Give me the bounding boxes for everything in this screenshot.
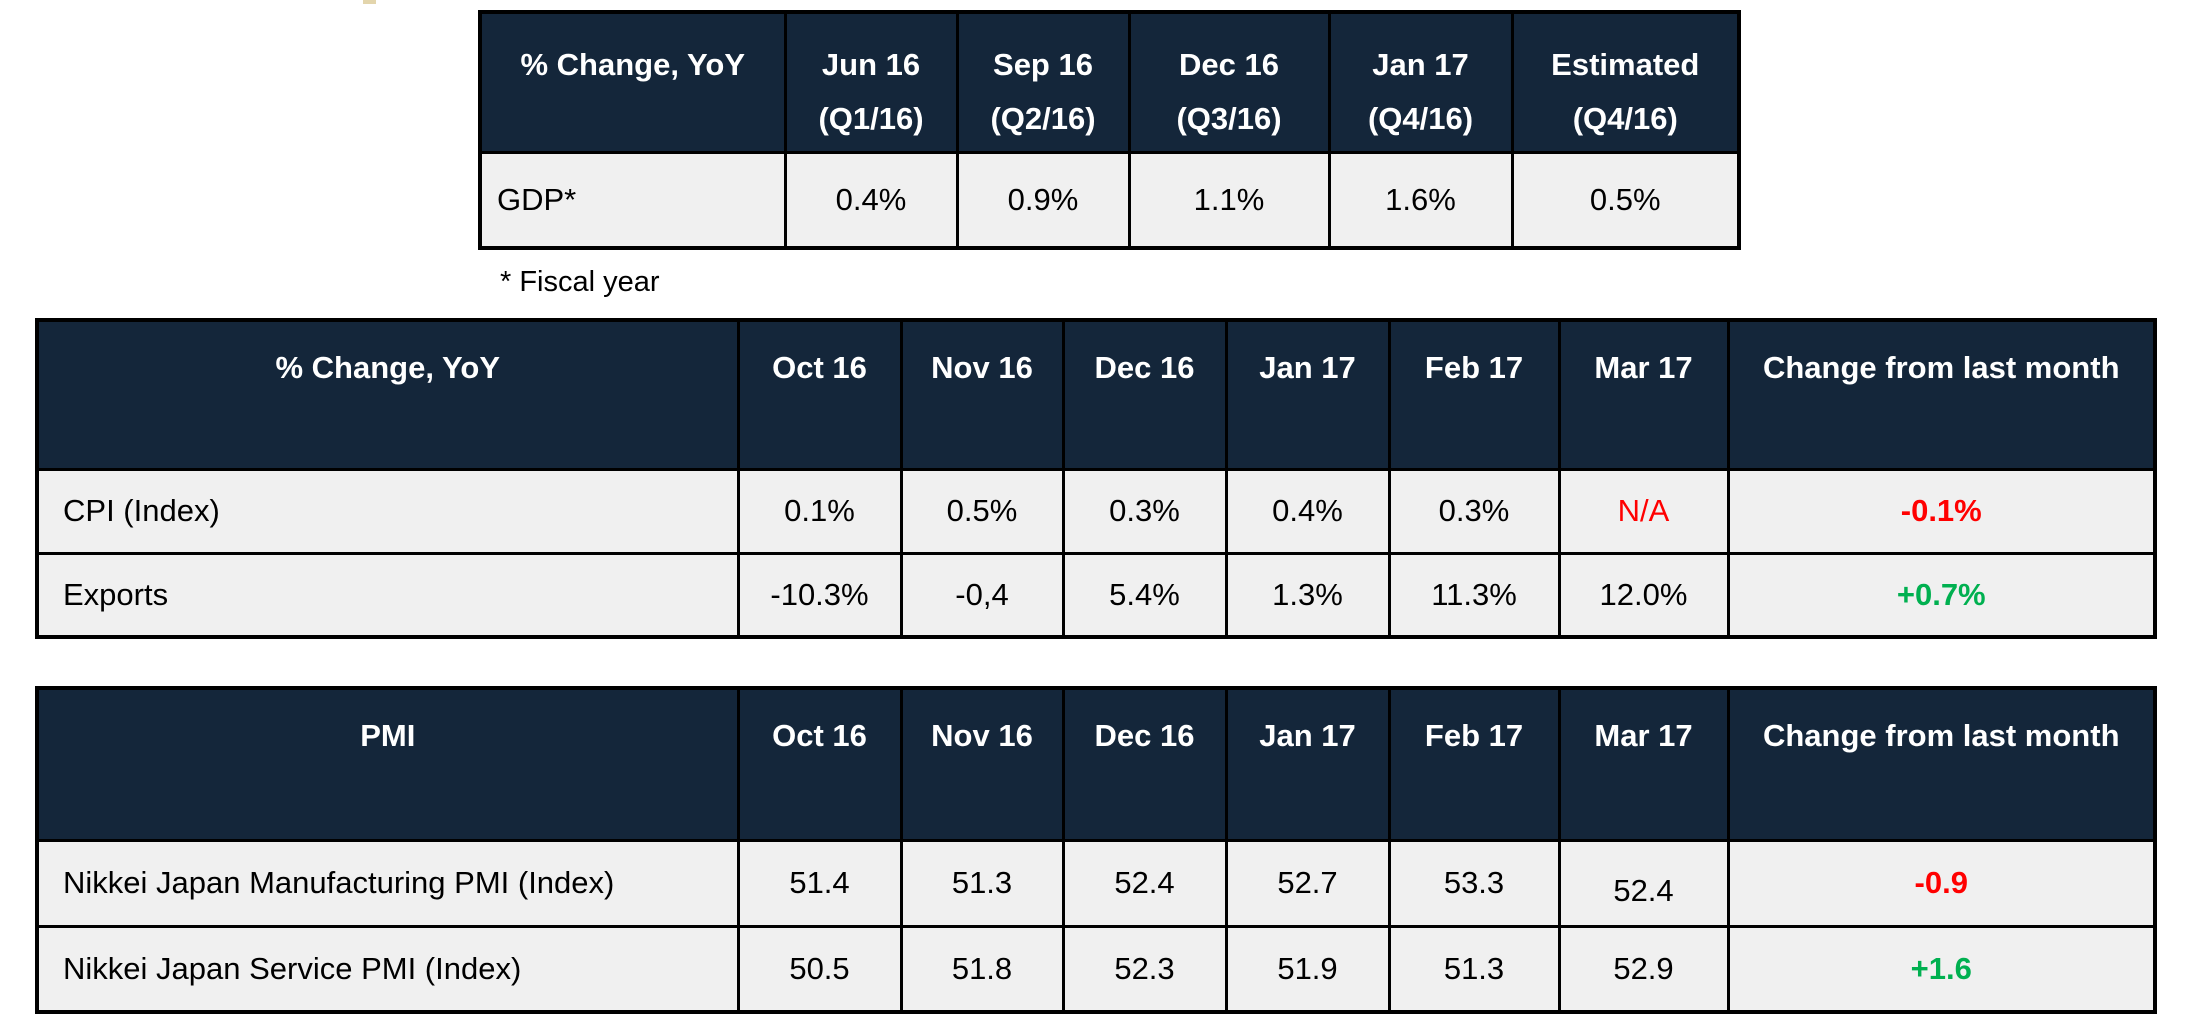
- gdp-col-header-sep16: Sep 16 (Q2/16): [955, 10, 1131, 154]
- table-row: Exports -10.3% -0,4 5.4% 1.3% 11.3% 12.0…: [35, 551, 2157, 639]
- value-cell: 52.4: [1557, 838, 1730, 928]
- manufacturing-pmi-row-label: Nikkei Japan Manufacturing PMI (Index): [35, 838, 740, 928]
- top-edge-artifact: [363, 0, 376, 4]
- yoy-col-header-feb17: Feb 17: [1387, 318, 1561, 471]
- gdp-col-header-estimated: Estimated (Q4/16): [1510, 10, 1741, 154]
- table-row: GDP* 0.4% 0.9% 1.1% 1.6% 0.5%: [478, 150, 1741, 250]
- value-cell: -10.3%: [736, 551, 903, 639]
- pmi-col-header-metric: PMI: [35, 686, 740, 842]
- pmi-col-header-jan17: Jan 17: [1224, 686, 1391, 842]
- gdp-col-header-jun16: Jun 16 (Q1/16): [783, 10, 959, 154]
- yoy-col-header-dec16: Dec 16: [1061, 318, 1228, 471]
- value-cell: 0.1%: [736, 467, 903, 555]
- pmi-col-header-feb17: Feb 17: [1387, 686, 1561, 842]
- pmi-header-row: PMI Oct 16 Nov 16 Dec 16 Jan 17 Feb 17 M…: [35, 686, 2157, 842]
- yoy-col-header-nov16: Nov 16: [899, 318, 1065, 471]
- value-cell: 52.3: [1061, 924, 1228, 1014]
- exports-row-label: Exports: [35, 551, 740, 639]
- value-cell: 51.3: [899, 838, 1065, 928]
- value-cell: 0.3%: [1387, 467, 1561, 555]
- value-cell: 11.3%: [1387, 551, 1561, 639]
- value-cell: 52.9: [1557, 924, 1730, 1014]
- value-cell: 1.1%: [1127, 150, 1331, 250]
- value-cell: 0.4%: [783, 150, 959, 250]
- yoy-col-header-change: Change from last month: [1726, 318, 2157, 471]
- yoy-monthly-table: % Change, YoY Oct 16 Nov 16 Dec 16 Jan 1…: [35, 318, 2157, 639]
- value-cell: 5.4%: [1061, 551, 1228, 639]
- value-cell: 0.3%: [1061, 467, 1228, 555]
- yoy-header-row: % Change, YoY Oct 16 Nov 16 Dec 16 Jan 1…: [35, 318, 2157, 471]
- gdp-col-header-jan17: Jan 17 (Q4/16): [1327, 10, 1514, 154]
- table-row: CPI (Index) 0.1% 0.5% 0.3% 0.4% 0.3% N/A…: [35, 467, 2157, 555]
- service-pmi-row-label: Nikkei Japan Service PMI (Index): [35, 924, 740, 1014]
- na-value-cell: N/A: [1557, 467, 1730, 555]
- fiscal-year-footnote: * Fiscal year: [500, 266, 660, 298]
- change-value-cell: -0.9: [1726, 838, 2157, 928]
- value-cell: 51.9: [1224, 924, 1391, 1014]
- cpi-row-label: CPI (Index): [35, 467, 740, 555]
- value-cell: 1.3%: [1224, 551, 1391, 639]
- value-cell: 52.7: [1224, 838, 1391, 928]
- value-cell: 51.4: [736, 838, 903, 928]
- pmi-col-header-nov16: Nov 16: [899, 686, 1065, 842]
- change-value-cell: +1.6: [1726, 924, 2157, 1014]
- value-cell: 50.5: [736, 924, 903, 1014]
- gdp-header-row: % Change, YoY Jun 16 (Q1/16) Sep 16 (Q2/…: [478, 10, 1741, 154]
- value-cell: 0.9%: [955, 150, 1131, 250]
- value-cell: 52.4: [1061, 838, 1228, 928]
- yoy-col-header-oct16: Oct 16: [736, 318, 903, 471]
- value-cell: 53.3: [1387, 838, 1561, 928]
- change-value-cell: -0.1%: [1726, 467, 2157, 555]
- value-cell: 1.6%: [1327, 150, 1514, 250]
- value-cell: 12.0%: [1557, 551, 1730, 639]
- gdp-table: % Change, YoY Jun 16 (Q1/16) Sep 16 (Q2/…: [478, 10, 1741, 250]
- value-cell: 51.3: [1387, 924, 1561, 1014]
- value-cell: 51.8: [899, 924, 1065, 1014]
- table-row: Nikkei Japan Service PMI (Index) 50.5 51…: [35, 924, 2157, 1014]
- value-text: 52.4: [1613, 873, 1674, 908]
- pmi-col-header-change: Change from last month: [1726, 686, 2157, 842]
- table-row: Nikkei Japan Manufacturing PMI (Index) 5…: [35, 838, 2157, 928]
- pmi-col-header-dec16: Dec 16: [1061, 686, 1228, 842]
- gdp-row-label: GDP*: [478, 150, 787, 250]
- value-cell: -0,4: [899, 551, 1065, 639]
- value-cell: 0.5%: [1510, 150, 1741, 250]
- pmi-col-header-mar17: Mar 17: [1557, 686, 1730, 842]
- gdp-col-header-dec16: Dec 16 (Q3/16): [1127, 10, 1331, 154]
- yoy-col-header-mar17: Mar 17: [1557, 318, 1730, 471]
- gdp-col-header-metric: % Change, YoY: [478, 10, 787, 154]
- value-cell: 0.4%: [1224, 467, 1391, 555]
- yoy-col-header-jan17: Jan 17: [1224, 318, 1391, 471]
- yoy-col-header-metric: % Change, YoY: [35, 318, 740, 471]
- value-cell: 0.5%: [899, 467, 1065, 555]
- pmi-table: PMI Oct 16 Nov 16 Dec 16 Jan 17 Feb 17 M…: [35, 686, 2157, 1014]
- change-value-cell: +0.7%: [1726, 551, 2157, 639]
- pmi-col-header-oct16: Oct 16: [736, 686, 903, 842]
